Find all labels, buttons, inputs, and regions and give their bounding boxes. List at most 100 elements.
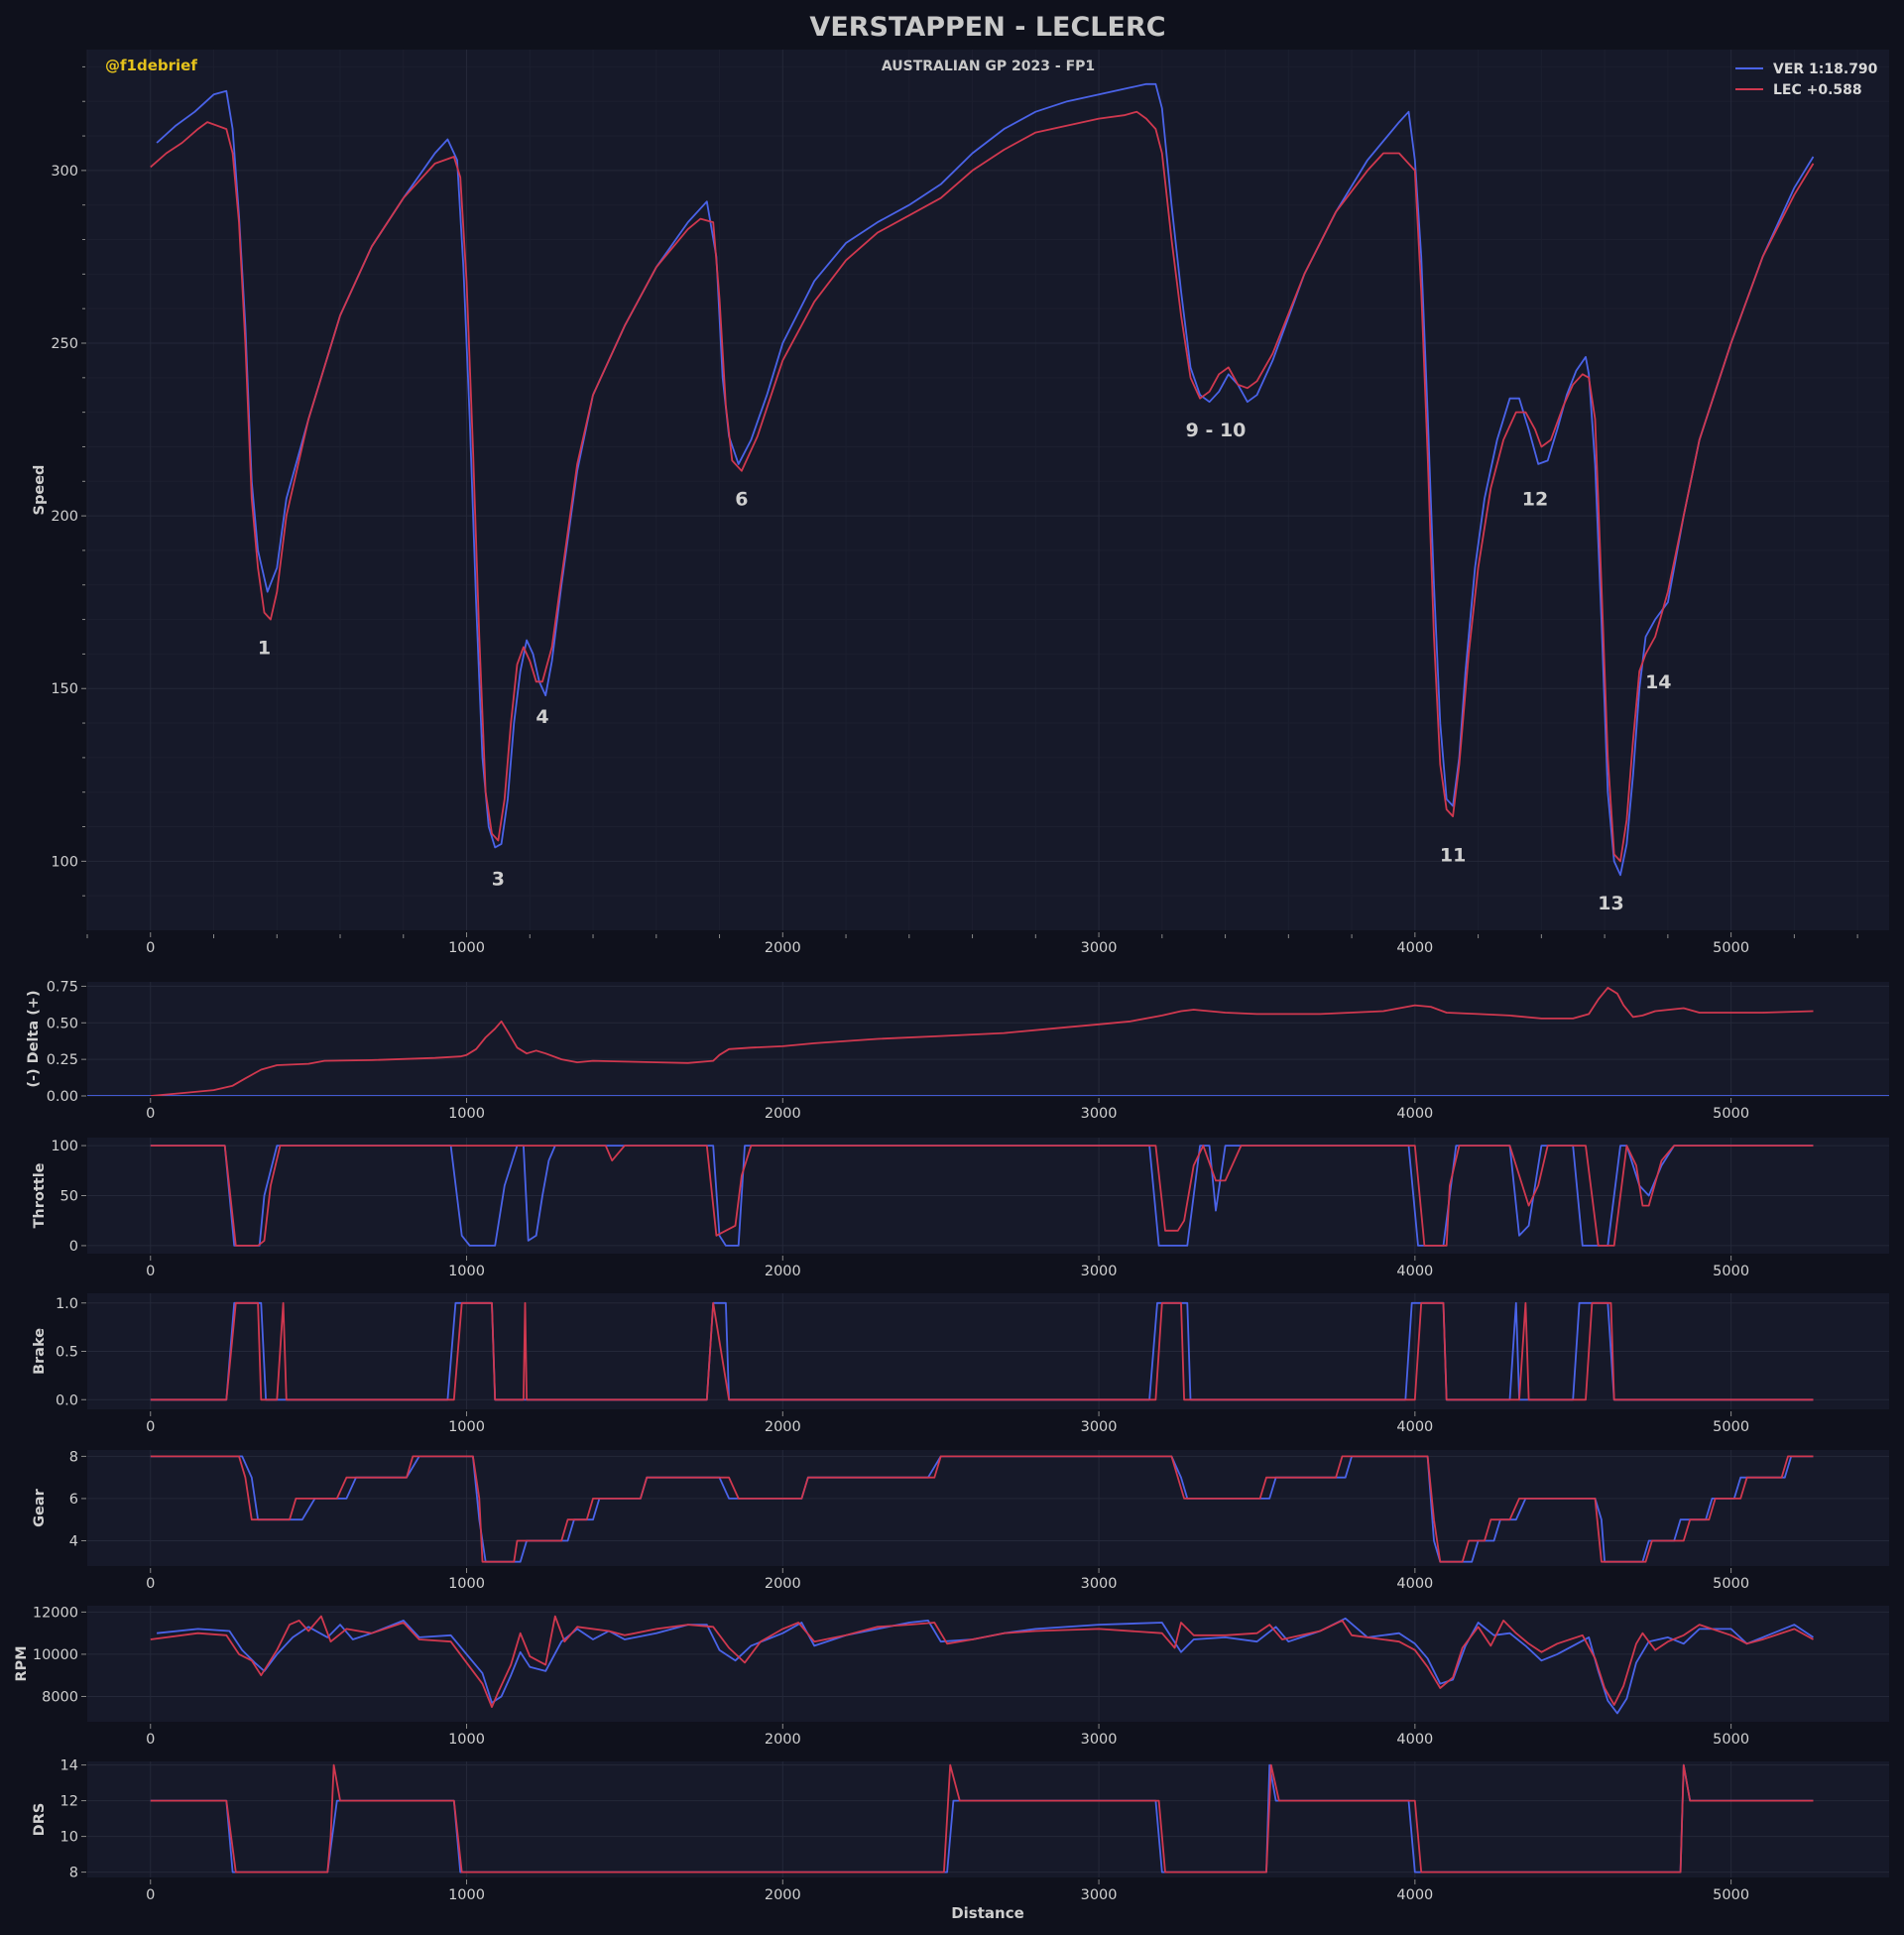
- delta-series-lec-line: [150, 987, 1814, 1096]
- gear-panel: 0 1000 2000 3000 4000 5000 4 6 8 Gear: [32, 1449, 1889, 1592]
- delta-plot-area: [87, 982, 1889, 1096]
- drs-y-tick-label: 12: [60, 1794, 78, 1810]
- drs-series-group: [150, 1763, 1814, 1874]
- brake-x-tick-label: 4000: [1396, 1419, 1433, 1435]
- rpm-y-axis-label: RPM: [14, 1645, 30, 1681]
- gear-x-tick-label: 2000: [765, 1576, 801, 1592]
- throttle-y-tick-label: 0: [69, 1239, 78, 1255]
- brake-y-tick-label: 1.0: [56, 1296, 78, 1312]
- throttle-series-group: [150, 1145, 1814, 1247]
- rpm-x-tick-label: 3000: [1081, 1732, 1118, 1748]
- delta-x-tick-label: 3000: [1081, 1106, 1118, 1122]
- delta-x-tick-label: 4000: [1396, 1106, 1433, 1122]
- drs-y-tick-label: 14: [60, 1758, 78, 1774]
- speed-x-tick-label: 2000: [765, 940, 801, 956]
- gear-y-tick-label: 8: [69, 1449, 78, 1465]
- speed-x-tick-label: 3000: [1081, 940, 1118, 956]
- drs-x-tick-label: 4000: [1396, 1887, 1433, 1903]
- gear-y-tick-label: 6: [69, 1492, 78, 1508]
- rpm-x-tick-label: 5000: [1713, 1732, 1749, 1748]
- brake-x-tick-label: 0: [146, 1419, 155, 1435]
- drs-panel: 0 1000 2000 3000 4000 5000 8 10 12 14 DRS: [32, 1758, 1889, 1903]
- speed-y-tick-label: 100: [51, 854, 78, 870]
- delta-y-tick-label: 0.25: [47, 1052, 78, 1068]
- delta-y-tick-label: 0.75: [47, 979, 78, 995]
- corner-label-1: 1: [258, 637, 271, 659]
- delta-panel: 0 1000 2000 3000 4000 5000 0.00 0.25 0.50 0.75 (-)…: [26, 979, 1889, 1122]
- corner-label-4: 4: [536, 706, 548, 728]
- delta-x-tick-label: 5000: [1713, 1106, 1749, 1122]
- speed-plot-area: [87, 50, 1889, 930]
- drs-x-tick-label: 1000: [448, 1887, 485, 1903]
- brake-series-group: [150, 1301, 1814, 1401]
- drs-x-tick-label: 0: [146, 1887, 155, 1903]
- speed-y-tick-label: 250: [51, 336, 78, 352]
- drs-x-tick-label: 3000: [1081, 1887, 1118, 1903]
- delta-x-tick-label: 1000: [448, 1106, 485, 1122]
- brake-x-tick-label: 2000: [765, 1419, 801, 1435]
- gear-x-tick-label: 4000: [1396, 1576, 1433, 1592]
- corner-label-6: 6: [735, 489, 748, 511]
- throttle-x-tick-label: 1000: [448, 1264, 485, 1279]
- speed-x-tick-label: 5000: [1713, 940, 1749, 956]
- rpm-y-tick-label: 8000: [42, 1689, 78, 1705]
- gear-y-tick-label: 4: [69, 1533, 78, 1549]
- rpm-panel: 0 1000 2000 3000 4000 5000 8000 10000 12000 RPM: [14, 1605, 1889, 1748]
- speed-series-ver-line: [156, 82, 1815, 877]
- rpm-x-tick-label: 2000: [765, 1732, 801, 1748]
- gear-series-group: [150, 1455, 1814, 1563]
- brake-y-axis-label: Brake: [32, 1328, 48, 1375]
- rpm-plot-area: [87, 1606, 1889, 1722]
- corner-label-12: 12: [1522, 489, 1548, 511]
- drs-x-tick-label: 2000: [765, 1887, 801, 1903]
- gear-x-tick-label: 5000: [1713, 1576, 1749, 1592]
- chart-subtitle: AUSTRALIAN GP 2023 - FP1: [882, 59, 1095, 74]
- speed-x-tick-label: 4000: [1396, 940, 1433, 956]
- corner-label-14: 14: [1645, 671, 1671, 693]
- drs-series-lec-line: [150, 1763, 1814, 1874]
- rpm-series-group: [150, 1615, 1815, 1715]
- rpm-series-lec-line: [150, 1615, 1814, 1708]
- speed-y-tick-label: 200: [51, 509, 78, 525]
- delta-y-axis-label: (-) Delta (+): [26, 990, 42, 1087]
- gear-plot-area: [87, 1450, 1889, 1566]
- drs-x-tick-label: 5000: [1713, 1887, 1749, 1903]
- brake-panel: 0 1000 2000 3000 4000 5000 0.0 0.5 1.0 Brake: [32, 1293, 1889, 1435]
- x-axis-label: Distance: [951, 1904, 1024, 1922]
- delta-x-tick-label: 2000: [765, 1106, 801, 1122]
- speed-series-group: [150, 82, 1815, 877]
- speed-x-tick-label: 1000: [448, 940, 485, 956]
- brake-x-tick-label: 1000: [448, 1419, 485, 1435]
- corner-label-11: 11: [1440, 844, 1466, 866]
- speed-x-tick-label: 0: [146, 940, 155, 956]
- drs-y-tick-label: 10: [60, 1830, 78, 1846]
- brake-series-lec-line: [150, 1301, 1814, 1401]
- gear-x-tick-label: 3000: [1081, 1576, 1118, 1592]
- delta-y-tick-label: 0.50: [47, 1016, 78, 1031]
- brake-y-tick-label: 0.0: [56, 1392, 78, 1408]
- rpm-y-tick-label: 10000: [33, 1647, 78, 1663]
- throttle-y-axis-label: Throttle: [32, 1162, 48, 1228]
- speed-y-tick-label: 150: [51, 681, 78, 697]
- chart-panels: 0 1000 2000 3000 4000 5000100150200250300Spee…: [14, 50, 1889, 1903]
- corner-label-3: 3: [492, 869, 505, 891]
- throttle-series-ver-line: [150, 1145, 1814, 1247]
- throttle-x-tick-label: 2000: [765, 1264, 801, 1279]
- brake-x-tick-label: 3000: [1081, 1419, 1118, 1435]
- throttle-y-tick-label: 100: [51, 1139, 78, 1154]
- corner-label-13: 13: [1598, 893, 1623, 914]
- rpm-x-tick-label: 0: [146, 1732, 155, 1748]
- speed-panel: 0 1000 2000 3000 4000 5000 100 150 200 250 300 Spee…: [32, 50, 1889, 956]
- throttle-x-tick-label: 4000: [1396, 1264, 1433, 1279]
- gear-x-tick-label: 1000: [448, 1576, 485, 1592]
- drs-plot-area: [87, 1761, 1889, 1877]
- gear-x-tick-label: 0: [146, 1576, 155, 1592]
- brake-x-tick-label: 5000: [1713, 1419, 1749, 1435]
- legend-label-ver: VER 1:18.790: [1773, 61, 1878, 77]
- throttle-series-lec-line: [150, 1145, 1814, 1247]
- drs-y-tick-label: 8: [69, 1866, 78, 1881]
- speed-y-tick-label: 300: [51, 164, 78, 180]
- rpm-x-tick-label: 4000: [1396, 1732, 1433, 1748]
